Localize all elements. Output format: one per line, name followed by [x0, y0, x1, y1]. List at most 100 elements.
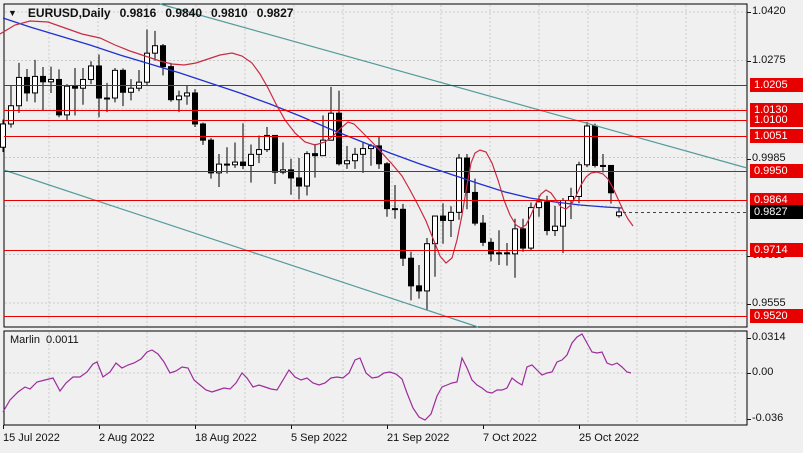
candle-body [184, 92, 190, 97]
candle-body [40, 75, 46, 83]
candle-body [168, 66, 174, 101]
candle-body [504, 252, 510, 255]
candle-body [336, 112, 342, 165]
candle-body [264, 134, 270, 151]
level-price-badge: 1.0100 [750, 113, 803, 127]
candle-body [544, 201, 550, 232]
channel-trendline[interactable] [3, 169, 479, 328]
level-price-badge: 0.9714 [750, 243, 803, 257]
indicator-axis-tick-label: -0.036 [752, 412, 784, 424]
candle-body [480, 222, 486, 243]
candle-body [600, 164, 606, 167]
candle-body [560, 200, 566, 227]
candle-body [320, 139, 326, 157]
candle-body [0, 123, 6, 148]
candle-body [552, 225, 558, 232]
candle-body [536, 201, 542, 209]
date-axis-label: 15 Jul 2022 [3, 432, 60, 444]
price-axis-tick-label: 0.9985 [752, 152, 786, 164]
candle-body [376, 145, 382, 165]
candle-body [224, 163, 230, 166]
current-price-badge: 0.9827 [750, 205, 803, 219]
level-price-badge: 0.9950 [750, 164, 803, 178]
candle-body [192, 92, 198, 125]
indicator-axis-tick-label: 0.0314 [752, 331, 786, 343]
candle-body [424, 243, 430, 292]
candle-body [32, 75, 38, 94]
candle-body [48, 78, 54, 83]
level-price-badge: 0.9520 [750, 309, 803, 323]
candle-body [472, 191, 478, 224]
candle-body [568, 195, 574, 202]
candle-body [496, 252, 502, 255]
candle-body [488, 241, 494, 255]
indicator-axis-tick-label: 0.00 [752, 366, 774, 378]
candle-body [304, 153, 310, 187]
level-price-badge: 1.0205 [750, 78, 803, 92]
candle-body [360, 148, 366, 155]
marlin-line[interactable] [2, 333, 632, 421]
candle-body [592, 125, 598, 166]
date-axis-label: 7 Oct 2022 [483, 432, 537, 444]
price-axis-tick-label: 1.0420 [752, 5, 786, 17]
candle-body [616, 211, 622, 217]
candle-body [312, 153, 318, 157]
date-axis-label: 21 Sep 2022 [387, 432, 450, 444]
candle-body [512, 228, 518, 255]
date-axis-label: 25 Oct 2022 [579, 432, 639, 444]
candle-body [16, 76, 22, 107]
candle-body [128, 87, 134, 93]
level-price-badge: 0.9864 [750, 193, 803, 207]
date-axis-label: 18 Aug 2022 [195, 432, 257, 444]
candle-body [384, 163, 390, 210]
price-panel[interactable] [3, 3, 748, 328]
candle-body [400, 208, 406, 259]
candle-body [256, 149, 262, 155]
candle-body [232, 161, 238, 166]
candle-body [208, 139, 214, 174]
candle-body [576, 164, 582, 197]
candle-body [272, 134, 278, 173]
candle-body [144, 52, 150, 83]
candle-body [112, 69, 118, 99]
candle-body [296, 177, 302, 187]
candle-body [160, 45, 166, 68]
candle-body [416, 285, 422, 292]
candle-body [328, 112, 334, 141]
candle-body [240, 161, 246, 166]
candle-body [248, 153, 254, 166]
candle-body [104, 97, 110, 100]
candle-body [56, 78, 62, 116]
candle-body [456, 157, 462, 213]
candle-body [152, 45, 158, 54]
level-price-badge: 1.0051 [750, 129, 803, 143]
candle-body [72, 85, 78, 89]
candle-body [344, 160, 350, 165]
candle-body [288, 169, 294, 179]
candle-body [440, 215, 446, 221]
candle-body [464, 157, 470, 193]
price-axis-tick-label: 0.9555 [752, 297, 786, 309]
candle-body [408, 257, 414, 287]
candle-body [200, 123, 206, 141]
candle-body [352, 153, 358, 162]
candle-body [88, 65, 94, 80]
fast-ma-line[interactable] [0, 20, 634, 264]
candle-body [216, 163, 222, 174]
date-axis-label: 2 Aug 2022 [99, 432, 155, 444]
candle-body [120, 69, 126, 93]
candle-body [392, 208, 398, 211]
date-axis-label: 5 Sep 2022 [291, 432, 348, 444]
candle-body [64, 85, 70, 116]
candle-body [8, 105, 14, 125]
candle-body [584, 125, 590, 166]
candle-body [528, 207, 534, 249]
candle-body [448, 211, 454, 221]
candle-body [520, 228, 526, 249]
price-axis-tick-label: 1.0275 [752, 54, 786, 66]
candle-body [176, 95, 182, 101]
candle-body [80, 78, 86, 89]
candle-body [96, 65, 102, 99]
